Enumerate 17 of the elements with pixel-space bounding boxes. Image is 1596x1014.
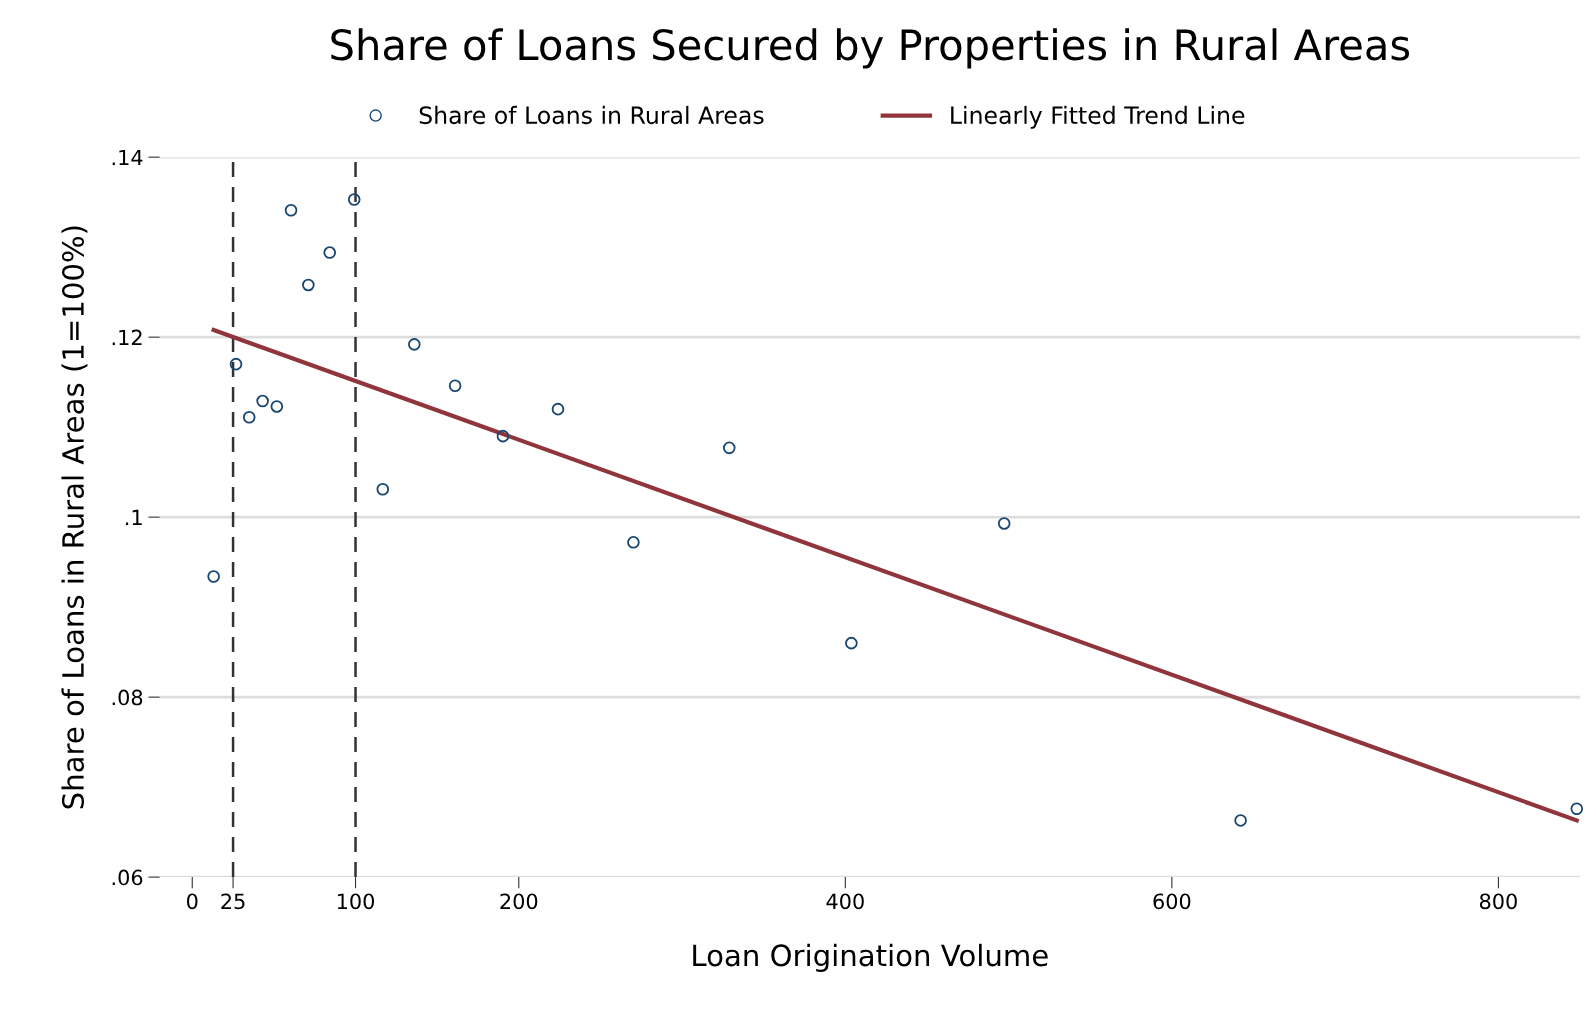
x-tick-label: 400 xyxy=(826,893,864,910)
y-tick-label: .12 xyxy=(112,329,142,346)
y-tick-label: .14 xyxy=(112,149,143,166)
x-tick-label: 800 xyxy=(1479,893,1517,910)
x-tick-label: 0 xyxy=(187,893,198,910)
chart-title: Share of Loans Secured by Properties in Rural Areas xyxy=(331,28,1410,69)
x-tick-label: 200 xyxy=(500,893,538,910)
legend-label: Share of Loans in Rural Areas xyxy=(419,105,764,125)
y-tick-label: .06 xyxy=(112,869,143,886)
y-tick-label: .08 xyxy=(112,689,143,706)
y-tick-label: .1 xyxy=(125,509,142,526)
x-tick-label: 100 xyxy=(337,893,375,910)
x-tick-label: 25 xyxy=(221,893,245,910)
y-axis-title: Share of Loans in Rural Areas (1=100%) xyxy=(61,226,88,809)
x-tick-label: 600 xyxy=(1153,893,1191,910)
x-axis-title: Loan Origination Volume xyxy=(693,943,1048,973)
legend-label: Linearly Fitted Trend Line xyxy=(951,105,1245,129)
